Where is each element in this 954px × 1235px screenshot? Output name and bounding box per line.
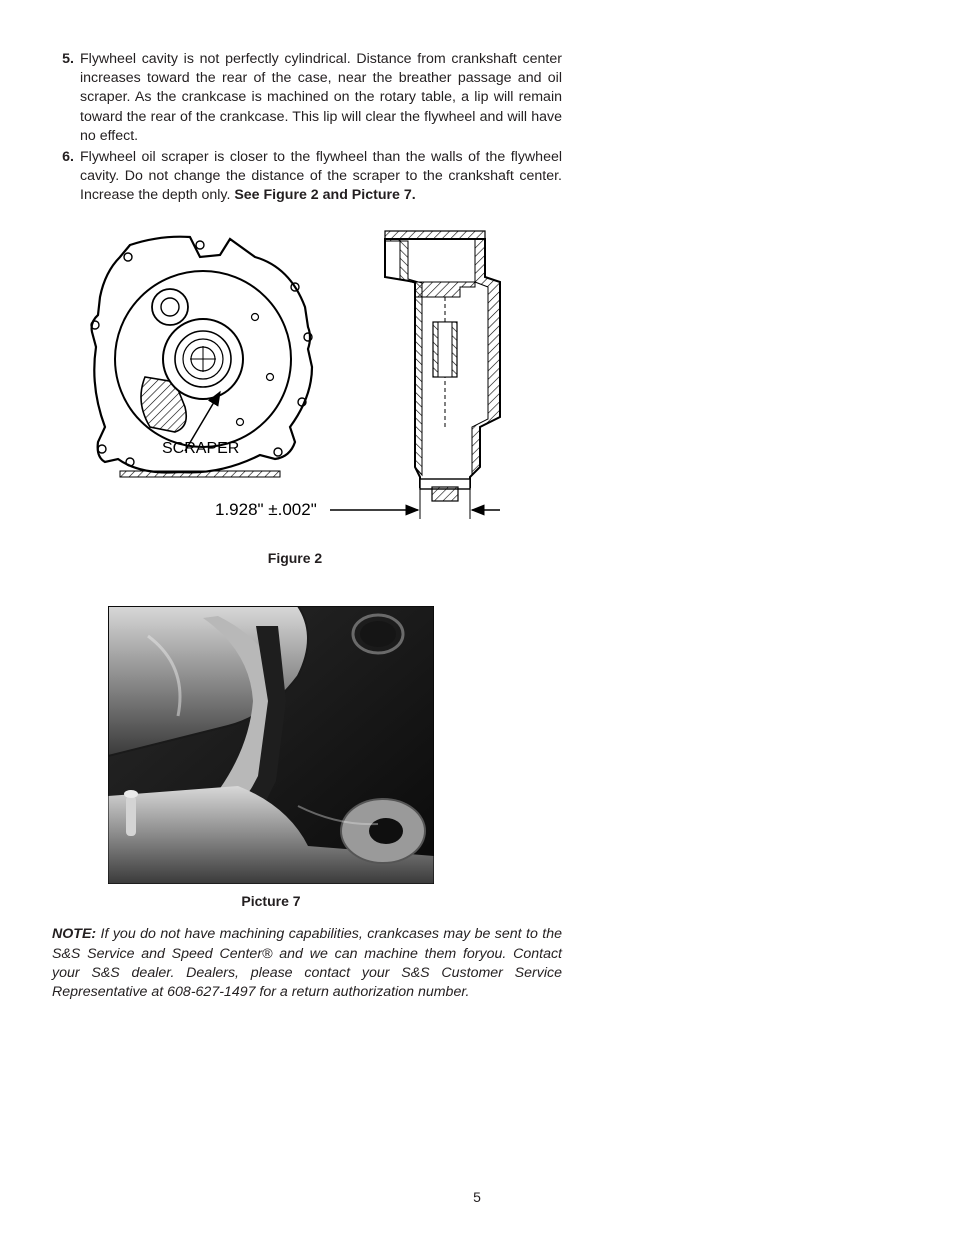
item-text: Flywheel cavity is not perfectly cylindr… [80, 50, 562, 146]
picture-7-caption: Picture 7 [108, 893, 434, 909]
numbered-list: 5. Flywheel cavity is not perfectly cyli… [52, 50, 562, 205]
note-label: NOTE: [52, 926, 96, 942]
item-number: 5. [52, 50, 80, 146]
item-number: 6. [52, 148, 80, 206]
page-number: 5 [0, 1189, 954, 1205]
figure-2-block: SCRAPER [80, 227, 562, 566]
picture-7-photo [108, 606, 434, 884]
item-text-bold: See Figure 2 and Picture 7. [234, 187, 415, 203]
picture-7-block: Picture 7 [108, 606, 562, 909]
note-text: If you do not have machining capabilitie… [52, 926, 562, 1000]
dimension-text: 1.928" ±.002" [215, 500, 317, 519]
figure-2-caption: Figure 2 [80, 550, 510, 566]
list-item: 6. Flywheel oil scraper is closer to the… [52, 148, 562, 206]
note-block: NOTE: If you do not have machining capab… [52, 925, 562, 1002]
item-text: Flywheel oil scraper is closer to the fl… [80, 148, 562, 206]
document-page: 5. Flywheel cavity is not perfectly cyli… [0, 0, 954, 1235]
scraper-label: SCRAPER [162, 440, 239, 457]
list-item: 5. Flywheel cavity is not perfectly cyli… [52, 50, 562, 146]
crankcase-section-view [385, 231, 500, 519]
crankcase-front-view: SCRAPER [91, 237, 312, 477]
text-column: 5. Flywheel cavity is not perfectly cyli… [52, 50, 562, 1002]
figure-2-diagram: SCRAPER [80, 227, 510, 527]
